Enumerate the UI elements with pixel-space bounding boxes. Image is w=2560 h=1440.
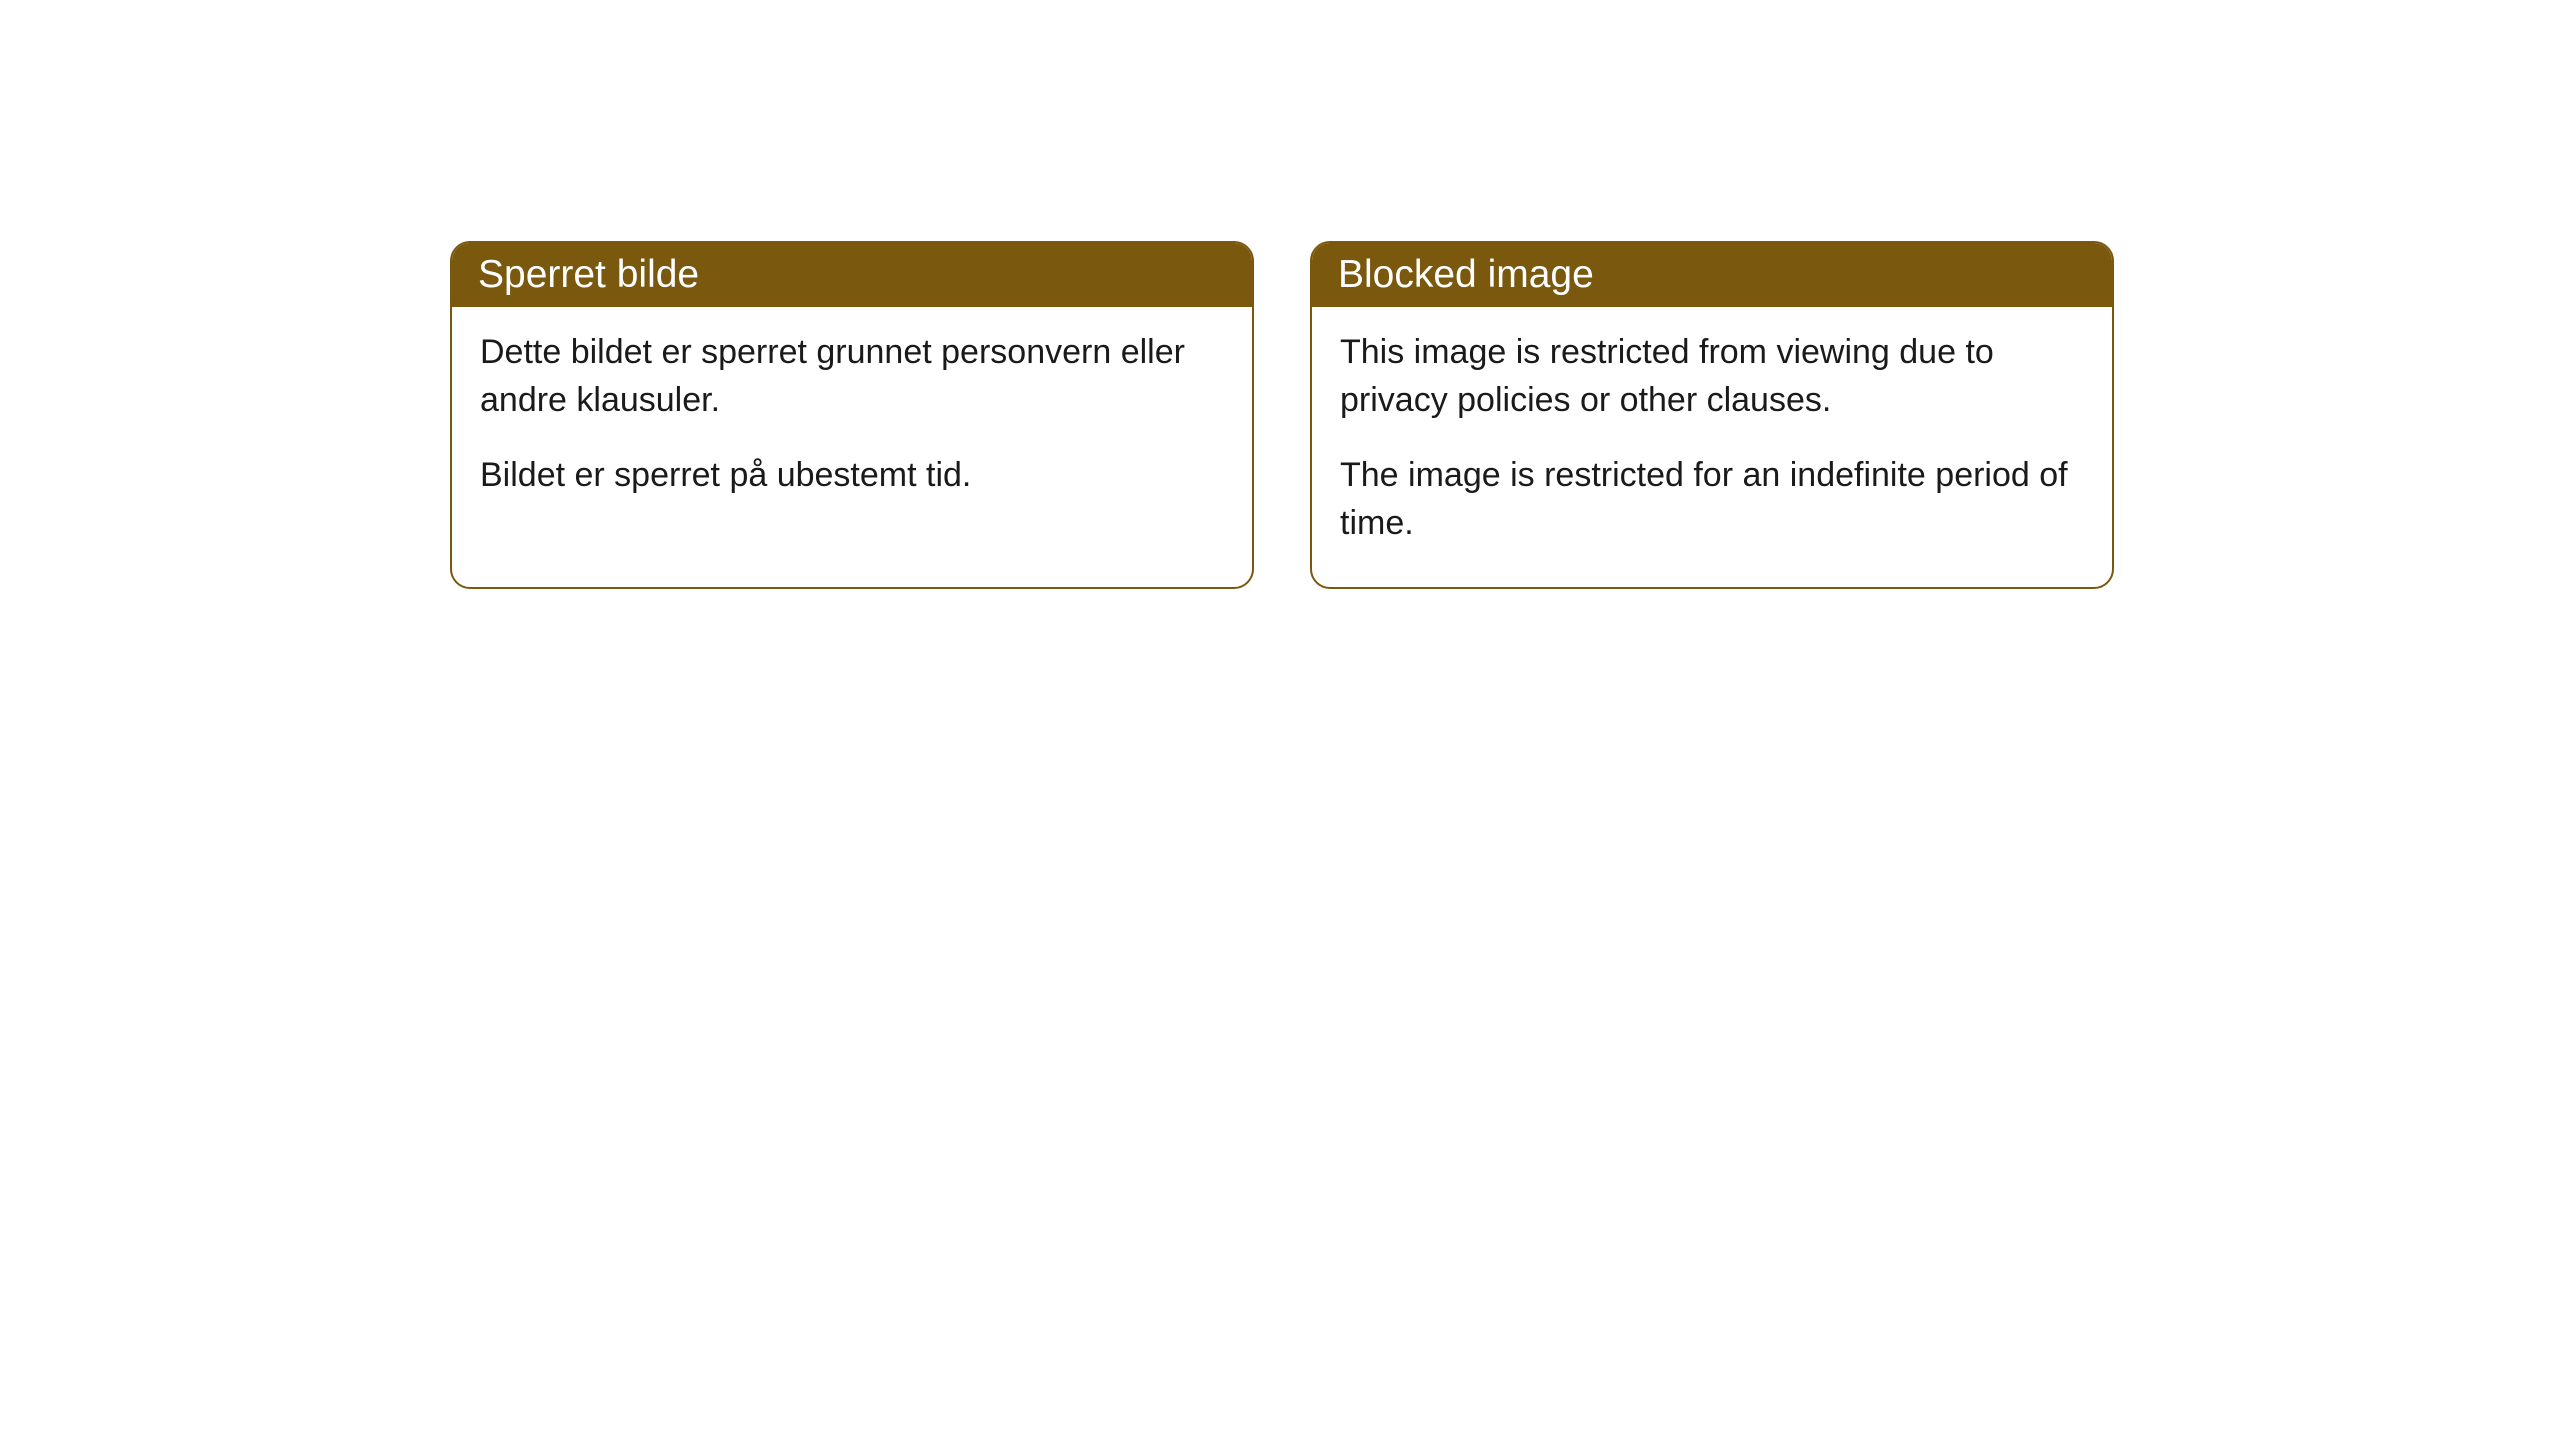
card-header: Sperret bilde [452, 243, 1252, 307]
card-paragraph: This image is restricted from viewing du… [1340, 329, 2084, 424]
card-title: Blocked image [1338, 253, 1594, 296]
card-paragraph: Bildet er sperret på ubestemt tid. [480, 452, 1224, 500]
notice-card-english: Blocked image This image is restricted f… [1310, 241, 2114, 589]
card-header: Blocked image [1312, 243, 2112, 307]
card-title: Sperret bilde [478, 253, 699, 296]
card-body: This image is restricted from viewing du… [1312, 307, 2112, 587]
notice-cards-container: Sperret bilde Dette bildet er sperret gr… [450, 241, 2114, 589]
notice-card-norwegian: Sperret bilde Dette bildet er sperret gr… [450, 241, 1254, 589]
card-body: Dette bildet er sperret grunnet personve… [452, 307, 1252, 540]
card-paragraph: Dette bildet er sperret grunnet personve… [480, 329, 1224, 424]
card-paragraph: The image is restricted for an indefinit… [1340, 452, 2084, 547]
